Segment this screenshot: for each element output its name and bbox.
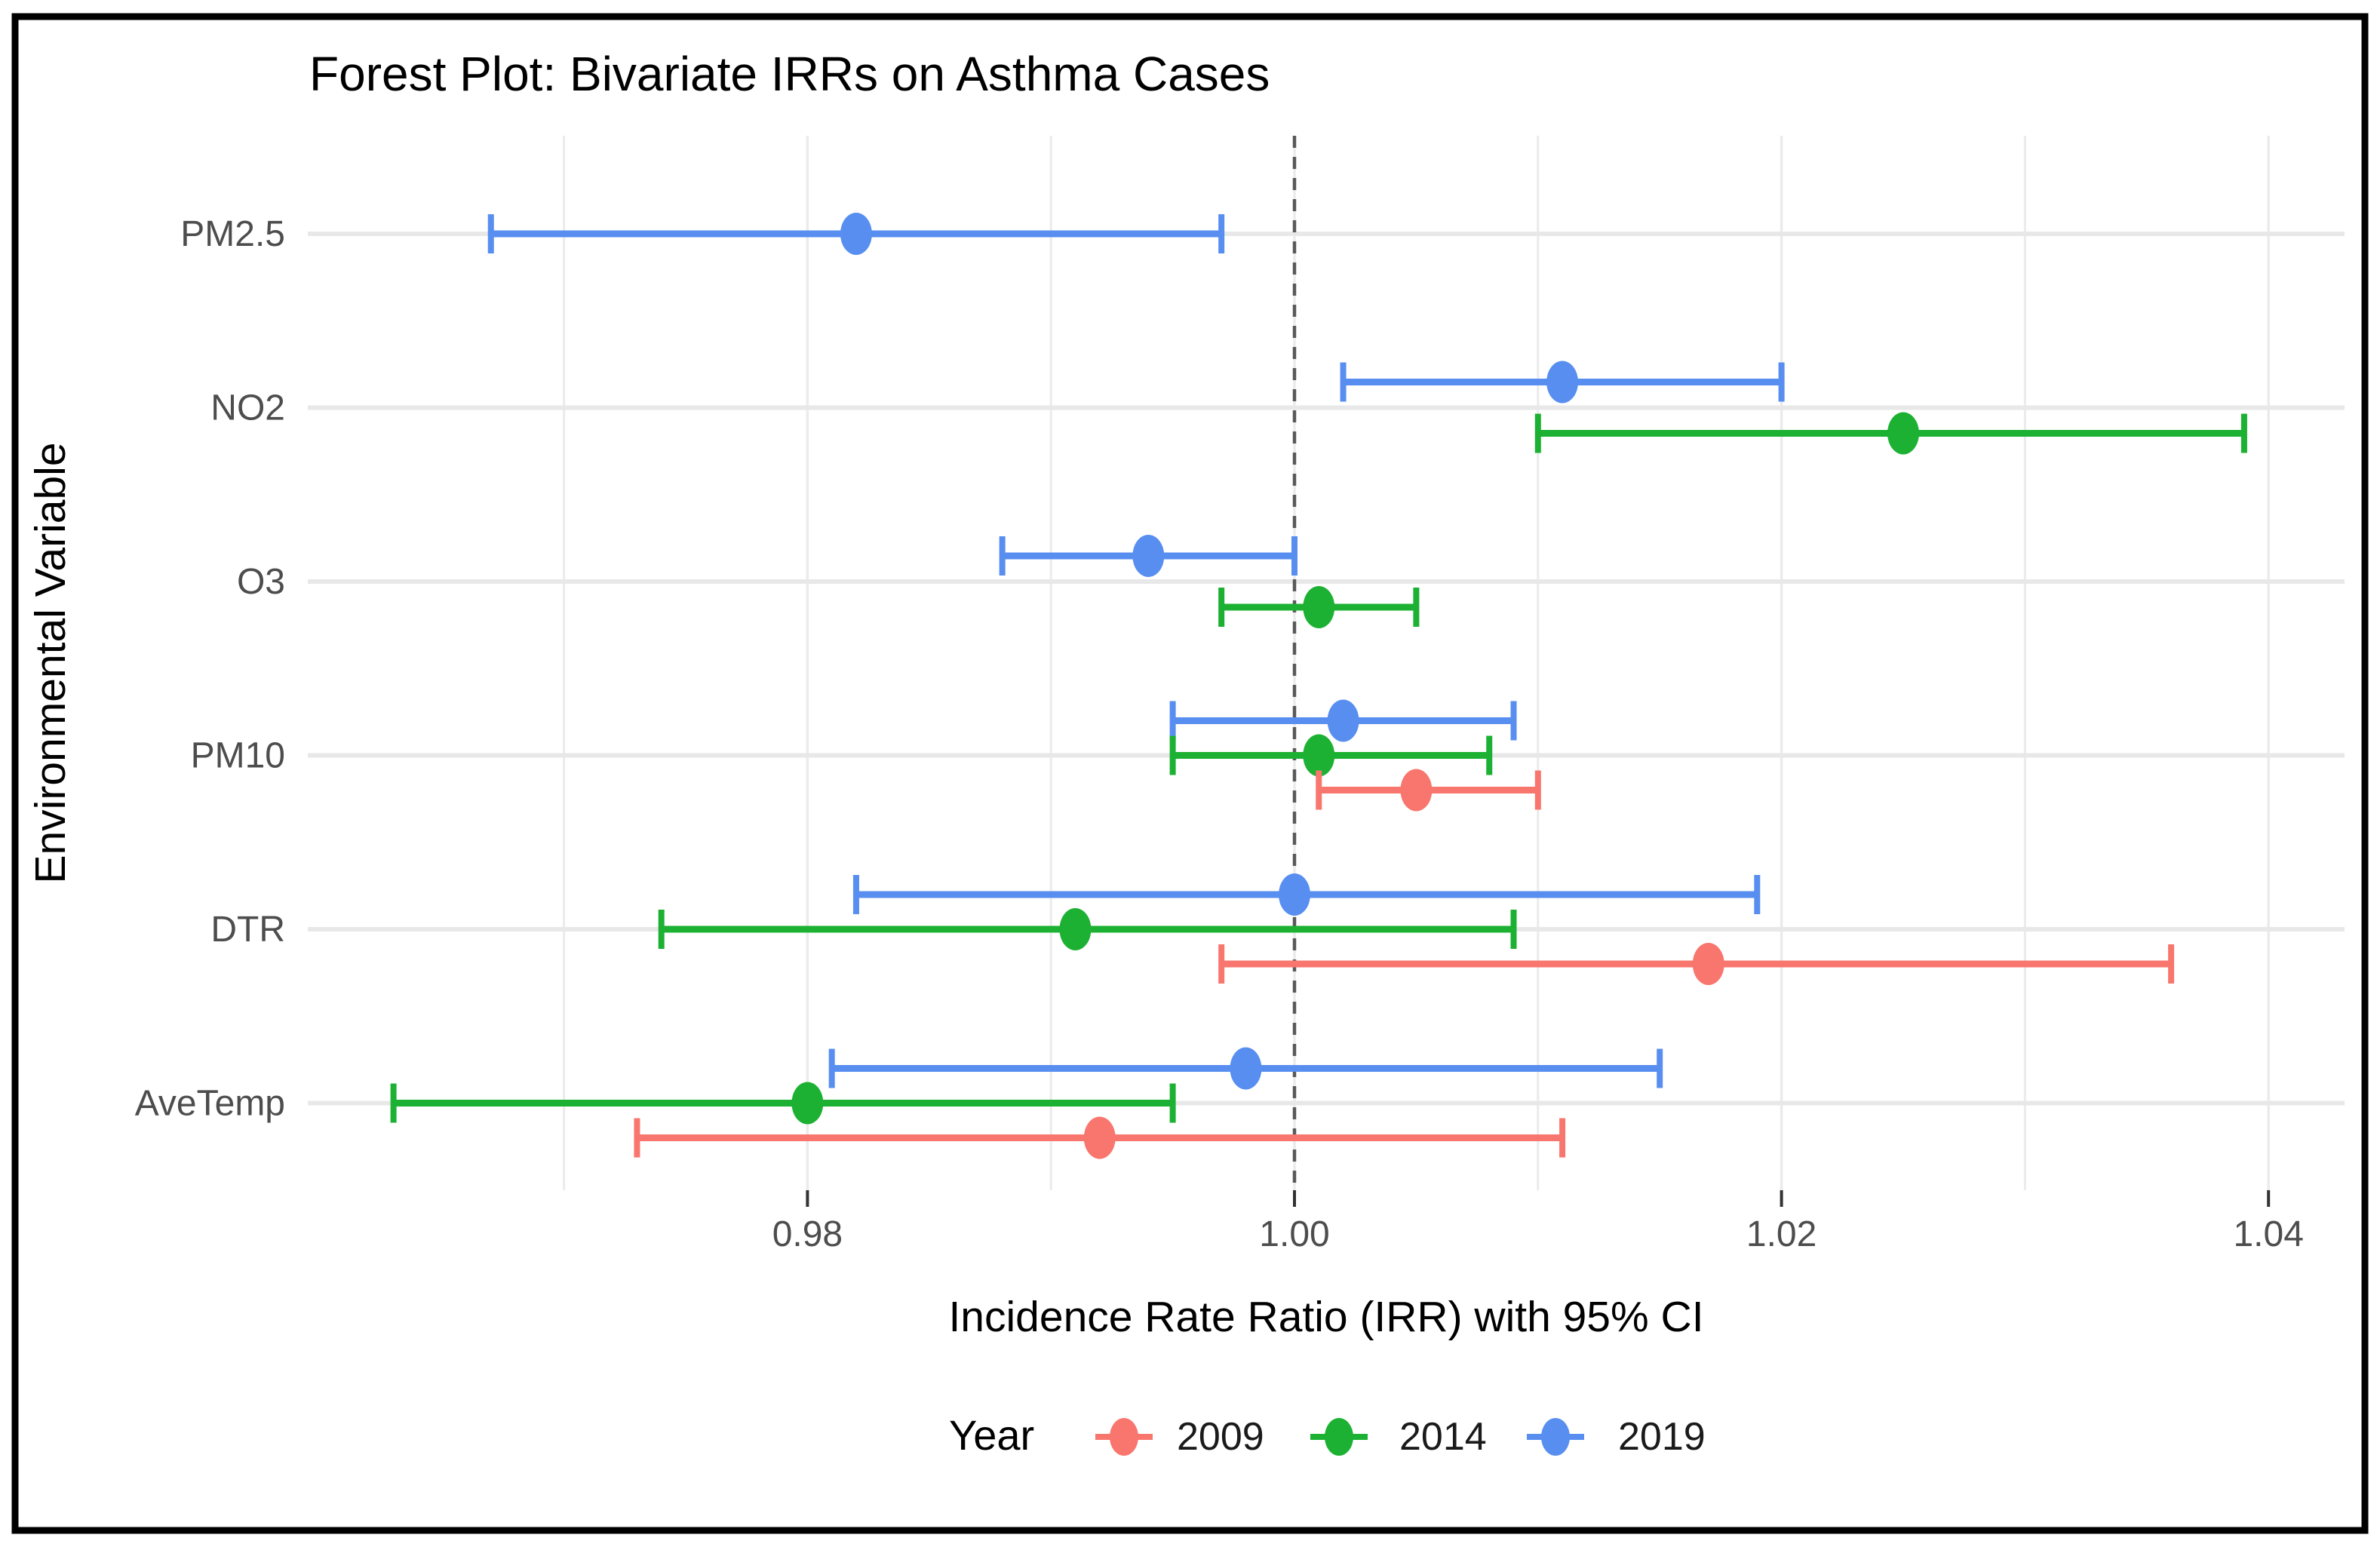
point-2009-AveTemp (1083, 1116, 1116, 1159)
point-2014-AveTemp (791, 1082, 824, 1125)
legend-label-2019: 2019 (1618, 1415, 1706, 1459)
errorbar-2014-AveTemp (390, 1082, 1176, 1125)
legend-item-2014: 2014 (1310, 1415, 1487, 1459)
errorbar-2009-AveTemp (634, 1116, 1566, 1159)
y-label-PM2.5: PM2.5 (180, 214, 285, 254)
point-2014-NO2 (1887, 412, 1919, 455)
errorbar-2014-PM10 (1169, 734, 1493, 777)
errorbar-2019-PM10 (1169, 699, 1517, 742)
errorbar-2009-PM10 (1316, 769, 1541, 812)
figure-border (11, 13, 2369, 1534)
errorbar-2019-DTR (852, 873, 1761, 916)
point-2019-PM2.5 (840, 213, 872, 255)
errorbar-2019-PM2.5 (487, 213, 1225, 255)
legend-label-2009: 2009 (1177, 1415, 1264, 1459)
legend-item-2019: 2019 (1527, 1415, 1706, 1459)
errorbar-2019-AveTemp (828, 1047, 1663, 1090)
point-2009-DTR (1692, 943, 1724, 985)
forest-marks (390, 213, 2247, 1159)
point-2019-O3 (1132, 535, 1165, 577)
legend-key-point-2014 (1325, 1418, 1353, 1456)
legend: Year 2009 2014 2019 (949, 1411, 1706, 1459)
x-gridlines (563, 136, 2270, 1190)
y-label-O3: O3 (237, 562, 285, 602)
point-2014-DTR (1059, 908, 1092, 950)
legend-key-point-2019 (1541, 1418, 1570, 1456)
x-tick-label-1.04: 1.04 (2233, 1214, 2303, 1254)
errorbar-2014-NO2 (1534, 412, 2247, 455)
x-axis-title: Incidence Rate Ratio (IRR) with 95% CI (948, 1293, 1703, 1341)
point-2009-PM10 (1400, 769, 1433, 812)
errorbar-2019-O3 (999, 535, 1297, 577)
point-2019-DTR (1279, 873, 1310, 916)
legend-label-2014: 2014 (1399, 1415, 1487, 1459)
legend-item-2009: 2009 (1095, 1415, 1264, 1459)
legend-title: Year (949, 1411, 1034, 1459)
y-label-AveTemp: AveTemp (135, 1084, 285, 1124)
point-2014-O3 (1303, 586, 1335, 628)
x-tick-label-0.98: 0.98 (772, 1214, 843, 1254)
errorbar-2014-O3 (1218, 586, 1420, 628)
y-axis-title: Environmental Variable (26, 442, 75, 883)
errorbar-2019-NO2 (1340, 361, 1785, 404)
errorbar-2009-DTR (1218, 943, 2175, 985)
point-2014-PM10 (1303, 734, 1335, 777)
x-axis: 0.98 1.00 1.02 1.04 (772, 1190, 2304, 1254)
y-axis: PM2.5 NO2 O3 PM10 DTR AveTemp (135, 214, 285, 1124)
legend-key-point-2009 (1110, 1418, 1138, 1456)
point-2019-AveTemp (1230, 1047, 1262, 1090)
x-tick-label-1.00: 1.00 (1259, 1214, 1329, 1254)
y-label-NO2: NO2 (210, 388, 285, 428)
y-label-PM10: PM10 (191, 736, 285, 776)
x-tick-label-1.02: 1.02 (1746, 1214, 1816, 1254)
point-2019-PM10 (1327, 699, 1359, 742)
y-label-DTR: DTR (210, 910, 285, 950)
chart-title: Forest Plot: Bivariate IRRs on Asthma Ca… (309, 47, 1270, 101)
point-2019-NO2 (1546, 361, 1579, 404)
errorbar-2014-DTR (658, 908, 1517, 950)
